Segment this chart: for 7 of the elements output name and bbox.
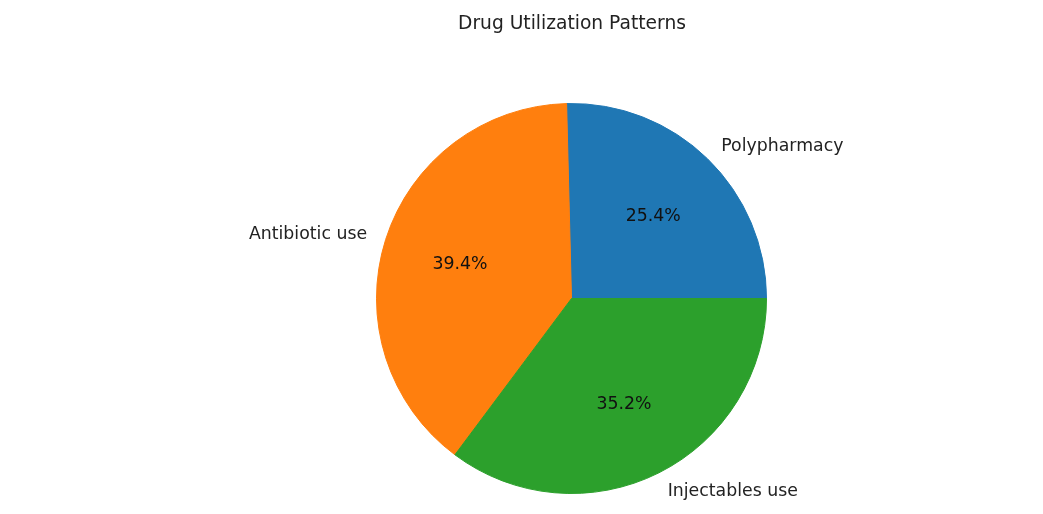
chart-title: Drug Utilization Patterns [458, 12, 686, 33]
slice-label: Injectables use [667, 480, 798, 501]
data-label: 25.4% [625, 204, 681, 225]
data-label: 39.4% [432, 253, 488, 274]
slice-label: Antibiotic use [248, 223, 368, 244]
slice-label: Polypharmacy [721, 134, 844, 155]
data-label: 35.2% [596, 393, 652, 414]
